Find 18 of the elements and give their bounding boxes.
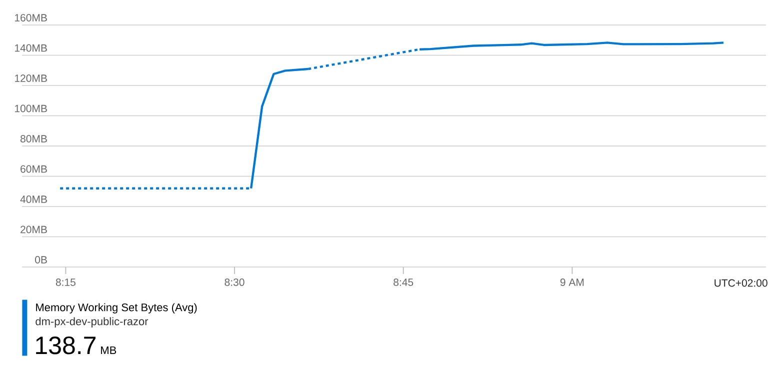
y-tick-label: 160MB [15,14,47,22]
y-tick-label: 20MB [20,226,47,234]
y-tick-label: 0B [35,256,47,264]
x-tick-label: 9 AM [560,278,584,286]
text: UTC+02:00 [714,279,768,287]
x-tick-label: 8:45 [394,278,414,286]
text: dm-px-dev-public-razor [36,317,148,328]
y-tick-label: 80MB [20,135,47,142]
text: 138.7 [36,336,96,354]
y-tick-label: 140MB [15,44,47,52]
y-tick-label: 100MB [15,104,47,112]
x-tick-label: 8:30 [224,278,244,286]
text: Memory Working Set Bytes (Avg) [36,303,197,314]
y-tick-label: 60MB [20,165,47,173]
y-tick-label: 40MB [20,196,47,203]
text: MB [101,346,116,354]
y-tick-label: 120MB [15,74,47,82]
x-tick-label: 8:15 [56,278,76,286]
